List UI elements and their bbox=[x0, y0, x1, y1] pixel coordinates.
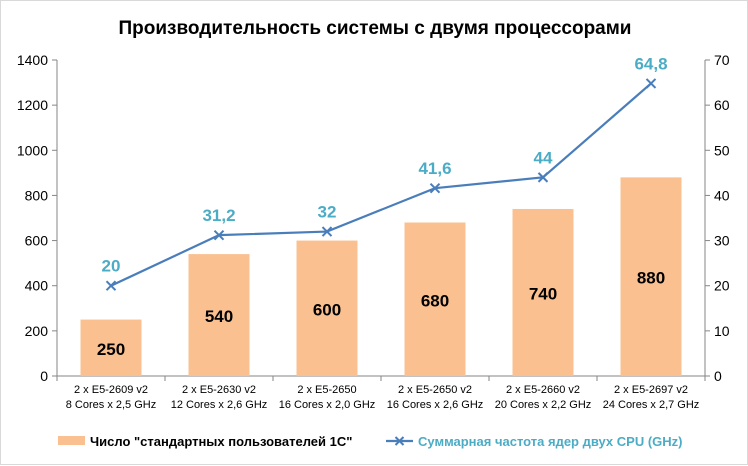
line-point-marker bbox=[429, 182, 441, 194]
bars-group: 250 540 600 680 740 880 bbox=[80, 177, 682, 376]
x-category-label-line: 24 Cores x 2,7 GHz bbox=[603, 399, 700, 411]
x-category-label-line: 16 Cores x 2,6 GHz bbox=[387, 399, 484, 411]
x-category-label: 2 x E5-2630 v2 12 Cores x 2,6 GHz bbox=[171, 384, 268, 411]
chart-title: Производительность системы с двумя проце… bbox=[119, 18, 632, 39]
line-point-marker bbox=[213, 229, 225, 241]
y-right-tick-label: 30 bbox=[714, 233, 730, 249]
bar bbox=[404, 222, 466, 376]
marker-stroke bbox=[105, 280, 117, 291]
y-right-tick-label: 10 bbox=[714, 323, 730, 339]
bar-data-label: 880 bbox=[637, 269, 665, 288]
y-right-tick-label: 20 bbox=[714, 278, 730, 294]
legend-bar-label: Число "стандартных пользователей 1С" bbox=[90, 434, 352, 449]
line-data-label: 41,6 bbox=[418, 159, 451, 178]
bar-data-label: 540 bbox=[205, 307, 233, 326]
x-category-label-line: 12 Cores x 2,6 GHz bbox=[171, 399, 268, 411]
line-point-marker bbox=[105, 280, 117, 291]
line-series-group: 20 31,2 32 41,6 44 64,8 bbox=[102, 54, 668, 291]
legend: Число "стандартных пользователей 1С" Сумм… bbox=[58, 434, 682, 449]
y-right-tick-label: 40 bbox=[714, 187, 730, 203]
y-left-tick-label: 1200 bbox=[17, 97, 48, 113]
line-point-marker bbox=[537, 172, 549, 183]
marker-stroke bbox=[213, 229, 225, 241]
bar-data-label: 740 bbox=[529, 284, 557, 303]
bar bbox=[296, 240, 358, 376]
y-left-tick-label: 400 bbox=[25, 278, 49, 294]
marker-stroke bbox=[537, 172, 549, 183]
bar bbox=[188, 254, 250, 376]
line-data-label: 31,2 bbox=[202, 206, 235, 225]
x-category-label-line: 8 Cores x 2,5 GHz bbox=[66, 399, 156, 411]
line-data-label: 64,8 bbox=[634, 54, 667, 73]
x-category-label-line: 2 x E5-2650 v2 bbox=[398, 384, 472, 396]
y-right-tick-label: 0 bbox=[714, 368, 722, 384]
x-category-label-line: 2 x E5-2650 bbox=[297, 384, 356, 396]
bar-data-label: 250 bbox=[97, 340, 125, 359]
x-category-label: 2 x E5-2660 v2 20 Cores x 2,2 GHz bbox=[495, 384, 592, 411]
x-category-label: 2 x E5-2650 16 Cores x 2,0 GHz bbox=[279, 384, 376, 411]
marker-stroke bbox=[429, 182, 441, 194]
x-category-label: 2 x E5-2697 v2 24 Cores x 2,7 GHz bbox=[603, 384, 700, 411]
line-data-label: 44 bbox=[534, 148, 553, 167]
marker-stroke bbox=[321, 226, 333, 237]
bar bbox=[512, 208, 574, 376]
x-category-label-line: 2 x E5-2630 v2 bbox=[182, 384, 256, 396]
legend-bar-swatch bbox=[58, 436, 85, 445]
y-right-tick-label: 50 bbox=[714, 142, 730, 158]
line-point-marker bbox=[645, 78, 657, 89]
line-data-label: 32 bbox=[318, 203, 337, 222]
bar-data-label: 680 bbox=[421, 291, 449, 310]
y-left-tick-label: 600 bbox=[25, 233, 49, 249]
bar bbox=[620, 177, 682, 376]
axes-group: 0 200 400 600 800 1000 1200 1400 0 10 20 30 40 50 60 70… bbox=[17, 52, 730, 411]
x-category-label-line: 16 Cores x 2,0 GHz bbox=[279, 399, 376, 411]
y-left-tick-label: 1400 bbox=[17, 52, 48, 68]
legend-line-label: Суммарная частота ядер двух CPU (GHz) bbox=[418, 434, 682, 449]
bar bbox=[80, 319, 142, 376]
y-left-tick-label: 1000 bbox=[17, 142, 48, 158]
x-category-label: 2 x E5-2609 v2 8 Cores x 2,5 GHz bbox=[66, 384, 156, 411]
x-category-label-line: 20 Cores x 2,2 GHz bbox=[495, 399, 592, 411]
line-point-marker bbox=[321, 226, 333, 237]
legend-line-marker bbox=[394, 436, 405, 446]
y-left-tick-label: 200 bbox=[25, 323, 49, 339]
bar-data-label: 600 bbox=[313, 300, 341, 319]
x-category-label-line: 2 x E5-2609 v2 bbox=[74, 384, 148, 396]
y-left-tick-label: 800 bbox=[25, 187, 49, 203]
line-series-path bbox=[110, 82, 652, 287]
x-category-label-line: 2 x E5-2660 v2 bbox=[506, 384, 580, 396]
marker-stroke bbox=[645, 78, 657, 89]
y-right-tick-label: 70 bbox=[714, 52, 730, 68]
y-left-tick-label: 0 bbox=[40, 368, 48, 384]
x-category-label: 2 x E5-2650 v2 16 Cores x 2,6 GHz bbox=[387, 384, 484, 411]
x-category-label-line: 2 x E5-2697 v2 bbox=[614, 384, 688, 396]
y-right-tick-label: 60 bbox=[714, 97, 730, 113]
line-data-label: 20 bbox=[102, 257, 121, 276]
